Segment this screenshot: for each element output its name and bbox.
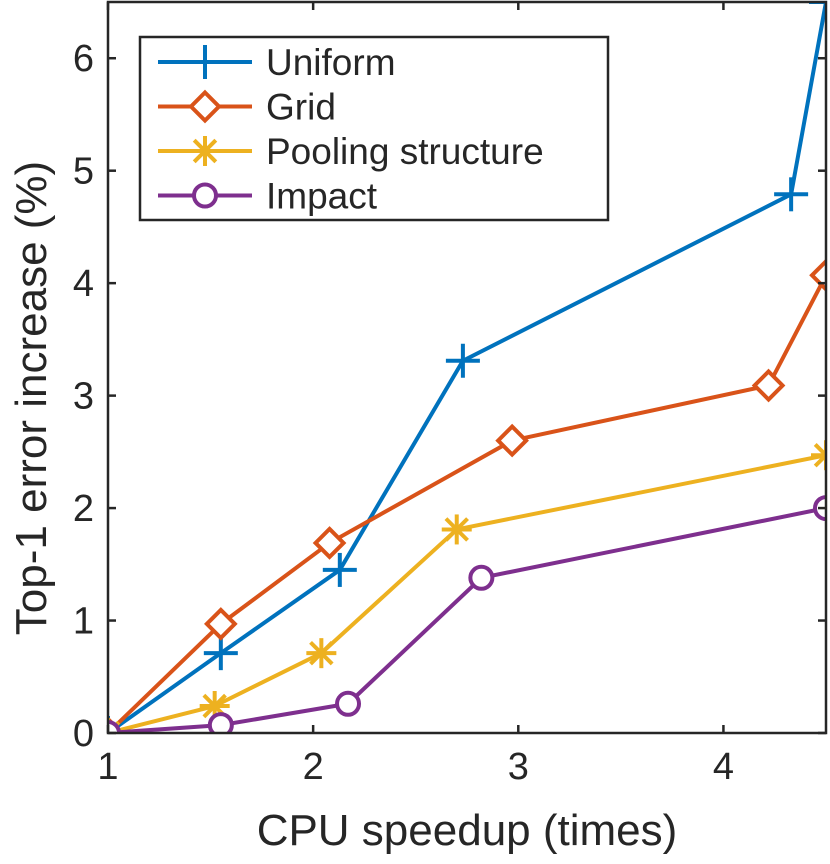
series-impact — [108, 495, 826, 733]
data-point — [495, 423, 529, 458]
y-tick-label: 5 — [73, 151, 94, 193]
data-point — [809, 258, 826, 293]
data-point — [468, 564, 495, 591]
x-tick-label: 1 — [97, 746, 118, 788]
x-tick-label: 4 — [713, 746, 734, 788]
data-point — [811, 440, 826, 471]
data-point — [441, 514, 472, 545]
legend-entry: Grid — [158, 87, 336, 128]
series-layer — [108, 2, 826, 733]
legend-box — [138, 35, 610, 222]
series-grid — [108, 258, 826, 733]
legend-label: Uniform — [266, 42, 396, 83]
legend-marker — [190, 136, 220, 166]
data-point — [445, 343, 480, 378]
y-tick-label: 0 — [73, 713, 94, 755]
y-tick-label: 3 — [73, 376, 94, 418]
data-point — [207, 712, 234, 733]
legend-marker — [188, 45, 222, 79]
legend-label: Grid — [266, 87, 336, 128]
plot-frame — [106, 0, 828, 735]
legend-label: Pooling structure — [266, 131, 544, 172]
x-tick-label: 2 — [303, 746, 324, 788]
data-point — [203, 636, 238, 671]
y-tick-label: 6 — [73, 38, 94, 80]
data-point — [322, 552, 357, 587]
y-tick-label: 2 — [73, 488, 94, 530]
series-line — [108, 2, 826, 733]
data-point — [204, 607, 238, 641]
legend-entry: Pooling structure — [158, 131, 544, 172]
legend-label: Impact — [266, 176, 378, 217]
series-uniform — [108, 2, 826, 733]
axes-layer — [106, 0, 828, 735]
x-axis-title: CPU speedup (times) — [257, 806, 678, 855]
data-point — [108, 720, 121, 733]
data-point — [335, 690, 362, 717]
y-tick-label: 4 — [73, 263, 94, 305]
data-point — [312, 526, 347, 560]
series-line — [108, 274, 826, 733]
legend-entry: Impact — [158, 176, 378, 217]
y-axis-title: Top-1 error increase (%) — [7, 161, 56, 635]
data-point — [306, 638, 337, 669]
y-tick-label: 1 — [73, 601, 94, 643]
x-tick-label: 3 — [508, 746, 529, 788]
legend-marker — [188, 89, 222, 124]
data-point — [774, 177, 809, 212]
data-point — [751, 368, 786, 403]
legend-marker — [192, 182, 218, 209]
legend-entry: Uniform — [158, 42, 396, 83]
